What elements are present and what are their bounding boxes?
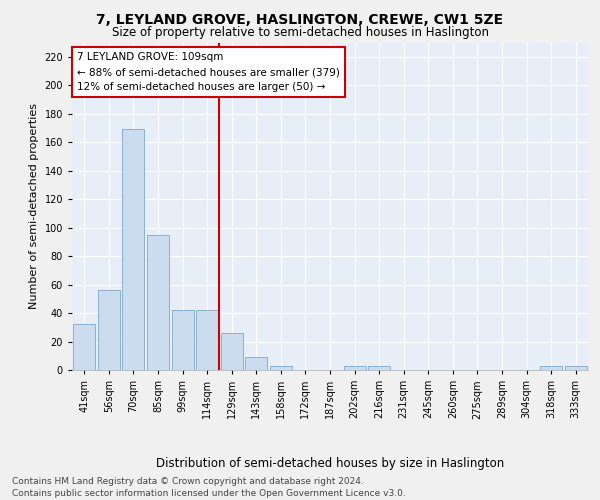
Bar: [221, 333, 243, 370]
Text: 7, LEYLAND GROVE, HASLINGTON, CREWE, CW1 5ZE: 7, LEYLAND GROVE, HASLINGTON, CREWE, CW1…: [97, 12, 503, 26]
Bar: [270, 366, 292, 370]
Text: Contains HM Land Registry data © Crown copyright and database right 2024.: Contains HM Land Registry data © Crown c…: [12, 478, 364, 486]
Text: Contains public sector information licensed under the Open Government Licence v3: Contains public sector information licen…: [12, 489, 406, 498]
X-axis label: Distribution of semi-detached houses by size in Haslington: Distribution of semi-detached houses by …: [156, 458, 504, 470]
Bar: [147, 234, 169, 370]
Bar: [98, 290, 120, 370]
Bar: [368, 366, 390, 370]
Bar: [565, 366, 587, 370]
Text: 7 LEYLAND GROVE: 109sqm
← 88% of semi-detached houses are smaller (379)
12% of s: 7 LEYLAND GROVE: 109sqm ← 88% of semi-de…: [77, 52, 340, 92]
Bar: [245, 357, 268, 370]
Y-axis label: Number of semi-detached properties: Number of semi-detached properties: [29, 104, 39, 309]
Bar: [73, 324, 95, 370]
Bar: [172, 310, 194, 370]
Text: Size of property relative to semi-detached houses in Haslington: Size of property relative to semi-detach…: [112, 26, 488, 39]
Bar: [344, 366, 365, 370]
Bar: [540, 366, 562, 370]
Bar: [122, 130, 145, 370]
Bar: [196, 310, 218, 370]
